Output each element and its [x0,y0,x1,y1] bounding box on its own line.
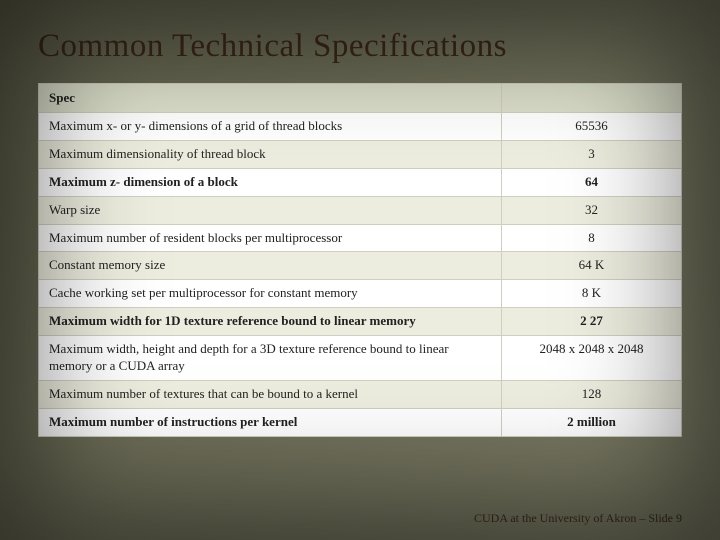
value-cell: 32 [502,196,682,224]
spec-cell: Maximum width for 1D texture reference b… [39,308,502,336]
table-row: Maximum z- dimension of a block64 [39,168,682,196]
value-cell: 65536 [502,113,682,141]
spec-cell: Cache working set per multiprocessor for… [39,280,502,308]
table-body: Maximum x- or y- dimensions of a grid of… [39,113,682,437]
spec-cell: Constant memory size [39,252,502,280]
value-cell: 64 [502,168,682,196]
value-cell: 128 [502,380,682,408]
table-row: Maximum number of instructions per kerne… [39,408,682,436]
slide-container: Common Technical Specifications Spec Max… [0,0,720,540]
table-header-row: Spec [39,84,682,113]
table-row: Maximum x- or y- dimensions of a grid of… [39,113,682,141]
value-cell: 64 K [502,252,682,280]
value-cell: 8 [502,224,682,252]
slide-footer: CUDA at the University of Akron – Slide … [474,511,682,526]
value-cell: 2048 x 2048 x 2048 [502,336,682,381]
table-row: Constant memory size64 K [39,252,682,280]
value-cell: 2 27 [502,308,682,336]
table-row: Maximum dimensionality of thread block3 [39,140,682,168]
footer-prefix: CUDA at the University of Akron – Slide [474,511,676,525]
slide-title: Common Technical Specifications [38,28,682,65]
footer-number: 9 [676,511,682,525]
table-row: Maximum number of resident blocks per mu… [39,224,682,252]
table-row: Cache working set per multiprocessor for… [39,280,682,308]
header-spec: Spec [39,84,502,113]
table-row: Maximum width, height and depth for a 3D… [39,336,682,381]
spec-table: Spec Maximum x- or y- dimensions of a gr… [38,83,682,437]
spec-cell: Maximum dimensionality of thread block [39,140,502,168]
spec-cell: Maximum number of resident blocks per mu… [39,224,502,252]
value-cell: 8 K [502,280,682,308]
value-cell: 2 million [502,408,682,436]
table-row: Maximum number of textures that can be b… [39,380,682,408]
spec-cell: Maximum z- dimension of a block [39,168,502,196]
table-row: Warp size32 [39,196,682,224]
spec-cell: Maximum width, height and depth for a 3D… [39,336,502,381]
table-row: Maximum width for 1D texture reference b… [39,308,682,336]
spec-cell: Maximum x- or y- dimensions of a grid of… [39,113,502,141]
spec-cell: Maximum number of instructions per kerne… [39,408,502,436]
header-value [502,84,682,113]
spec-cell: Warp size [39,196,502,224]
spec-cell: Maximum number of textures that can be b… [39,380,502,408]
value-cell: 3 [502,140,682,168]
